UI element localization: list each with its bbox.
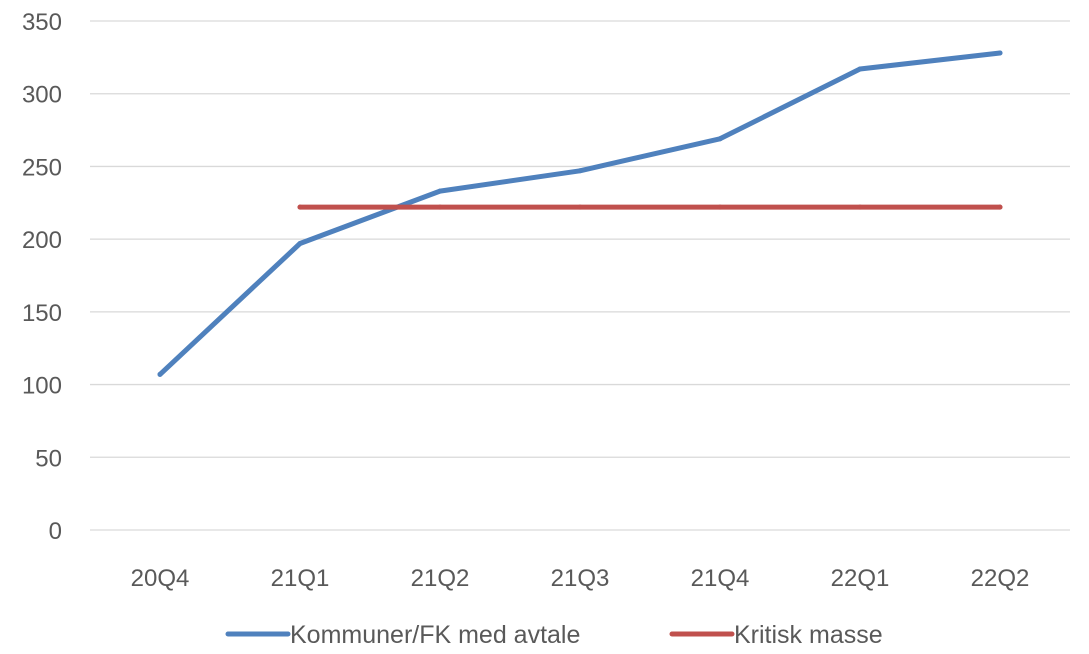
y-tick-label: 300 (22, 82, 62, 109)
data-point (717, 136, 723, 142)
data-point (297, 204, 303, 210)
x-tick-label: 21Q2 (411, 565, 470, 592)
legend-item: Kommuner/FK med avtale (225, 621, 580, 649)
data-point (997, 204, 1003, 210)
x-tick-label: 22Q2 (971, 565, 1030, 592)
x-tick-label: 21Q1 (271, 565, 330, 592)
data-point (577, 204, 583, 210)
y-tick-label: 100 (22, 373, 62, 400)
data-point (717, 204, 723, 210)
x-tick-label: 21Q3 (551, 565, 610, 592)
legend-label: Kritisk masse (734, 621, 883, 649)
y-axis: 0 50 100 150 200 250 300 350 (22, 9, 62, 545)
data-point (297, 241, 303, 247)
data-point (857, 204, 863, 210)
x-tick-label: 22Q1 (831, 565, 890, 592)
data-point (437, 188, 443, 194)
x-tick-label: 21Q4 (691, 565, 750, 592)
legend-item: Kritisk masse (669, 621, 883, 649)
series-line-1 (157, 50, 1003, 377)
data-point (437, 204, 443, 210)
y-tick-label: 250 (22, 154, 62, 181)
y-tick-label: 200 (22, 227, 62, 254)
x-axis: 20Q4 21Q1 21Q2 21Q3 21Q4 22Q1 22Q2 (131, 565, 1030, 592)
legend-label: Kommuner/FK med avtale (290, 621, 580, 649)
y-tick-label: 150 (22, 300, 62, 327)
y-tick-label: 50 (35, 445, 62, 472)
data-point (577, 168, 583, 174)
y-tick-label: 0 (49, 518, 62, 545)
y-tick-label: 350 (22, 9, 62, 36)
x-tick-label: 20Q4 (131, 565, 190, 592)
data-point (857, 66, 863, 72)
gridlines (90, 20, 1070, 531)
data-point (997, 50, 1003, 56)
data-point (157, 371, 163, 377)
plot-area (157, 50, 1003, 377)
legend: Kommuner/FK med avtale Kritisk masse (225, 621, 883, 649)
